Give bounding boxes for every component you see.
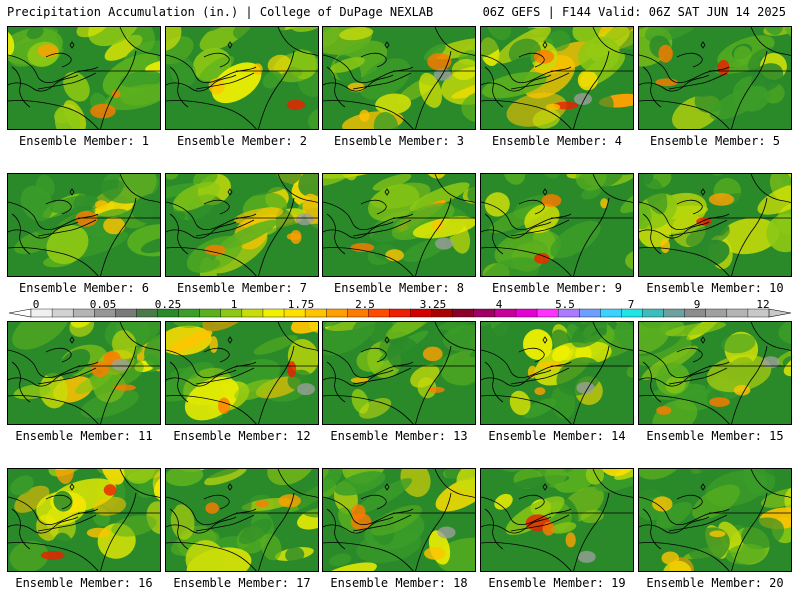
ensemble-map-17 [165, 468, 319, 572]
ensemble-map-14 [480, 321, 634, 425]
ensemble-map-18 [322, 468, 476, 572]
ensemble-member-caption: Ensemble Member: 10 [646, 281, 784, 295]
colorbar-swatch [262, 308, 285, 318]
colorbar-swatch [726, 308, 749, 318]
colorbar-label: 1 [230, 298, 238, 311]
ensemble-map-6 [7, 173, 161, 277]
colorbar-label: 4 [495, 298, 503, 311]
colorbar-swatch [326, 308, 348, 318]
ensemble-member-caption: Ensemble Member: 1 [18, 134, 150, 148]
colorbar-label: 0.05 [89, 298, 117, 311]
colorbar [8, 308, 792, 318]
colorbar-max-arrow [768, 308, 792, 318]
ensemble-map-9 [480, 173, 634, 277]
colorbar-swatch [600, 308, 622, 318]
ensemble-member-caption: Ensemble Member: 12 [173, 429, 311, 443]
colorbar-swatch [642, 308, 665, 318]
ensemble-member-caption: Ensemble Member: 8 [333, 281, 465, 295]
ensemble-member-caption: Ensemble Member: 5 [649, 134, 781, 148]
chart-title: Precipitation Accumulation (in.) | Colle… [7, 5, 434, 19]
colorbar-swatch [241, 308, 264, 318]
ensemble-map-3 [322, 26, 476, 130]
ensemble-map-20 [638, 468, 792, 572]
ensemble-map-13 [322, 321, 476, 425]
ensemble-member-caption: Ensemble Member: 6 [18, 281, 150, 295]
colorbar-min-arrow [8, 308, 32, 318]
ensemble-member-caption: Ensemble Member: 9 [491, 281, 623, 295]
colorbar-swatch [452, 308, 475, 318]
ensemble-map-11 [7, 321, 161, 425]
ensemble-map-5 [638, 26, 792, 130]
colorbar-swatch [579, 308, 601, 318]
ensemble-map-2 [165, 26, 319, 130]
ensemble-member-caption: Ensemble Member: 15 [646, 429, 784, 443]
ensemble-member-caption: Ensemble Member: 3 [333, 134, 465, 148]
ensemble-member-caption: Ensemble Member: 4 [491, 134, 623, 148]
colorbar-label: 2.5 [355, 298, 375, 311]
ensemble-member-caption: Ensemble Member: 11 [15, 429, 153, 443]
colorbar-swatch [515, 308, 538, 318]
colorbar-swatch [663, 308, 686, 318]
ensemble-member-caption: Ensemble Member: 2 [176, 134, 308, 148]
ensemble-member-caption: Ensemble Member: 13 [330, 429, 468, 443]
ensemble-map-19 [480, 468, 634, 572]
colorbar-swatch [473, 308, 496, 318]
colorbar-label: 5.5 [555, 298, 575, 311]
ensemble-map-15 [638, 321, 792, 425]
ensemble-member-caption: Ensemble Member: 20 [646, 576, 784, 590]
ensemble-member-caption: Ensemble Member: 19 [488, 576, 626, 590]
ensemble-map-1 [7, 26, 161, 130]
colorbar-swatch [199, 308, 222, 318]
ensemble-map-12 [165, 321, 319, 425]
colorbar-swatch [389, 308, 412, 318]
ensemble-member-caption: Ensemble Member: 17 [173, 576, 311, 590]
ensemble-map-10 [638, 173, 792, 277]
ensemble-member-caption: Ensemble Member: 14 [488, 429, 626, 443]
ensemble-member-caption: Ensemble Member: 18 [330, 576, 468, 590]
colorbar-swatch [705, 308, 728, 318]
ensemble-member-caption: Ensemble Member: 7 [176, 281, 308, 295]
colorbar-swatch [51, 308, 74, 318]
colorbar-label: 0.25 [154, 298, 182, 311]
colorbar-swatch [115, 308, 137, 318]
ensemble-map-16 [7, 468, 161, 572]
ensemble-map-8 [322, 173, 476, 277]
colorbar-swatch [178, 308, 201, 318]
colorbar-label: 9 [693, 298, 701, 311]
colorbar-label: 0 [32, 298, 40, 311]
colorbar-label: 3.25 [419, 298, 447, 311]
model-run-label: 06Z GEFS | F144 Valid: 06Z SAT JUN 14 20… [482, 5, 786, 19]
ensemble-map-7 [165, 173, 319, 277]
colorbar-label: 12 [756, 298, 770, 311]
ensemble-member-caption: Ensemble Member: 16 [15, 576, 153, 590]
ensemble-map-4 [480, 26, 634, 130]
colorbar-label: 7 [627, 298, 635, 311]
colorbar-label: 1.75 [287, 298, 315, 311]
